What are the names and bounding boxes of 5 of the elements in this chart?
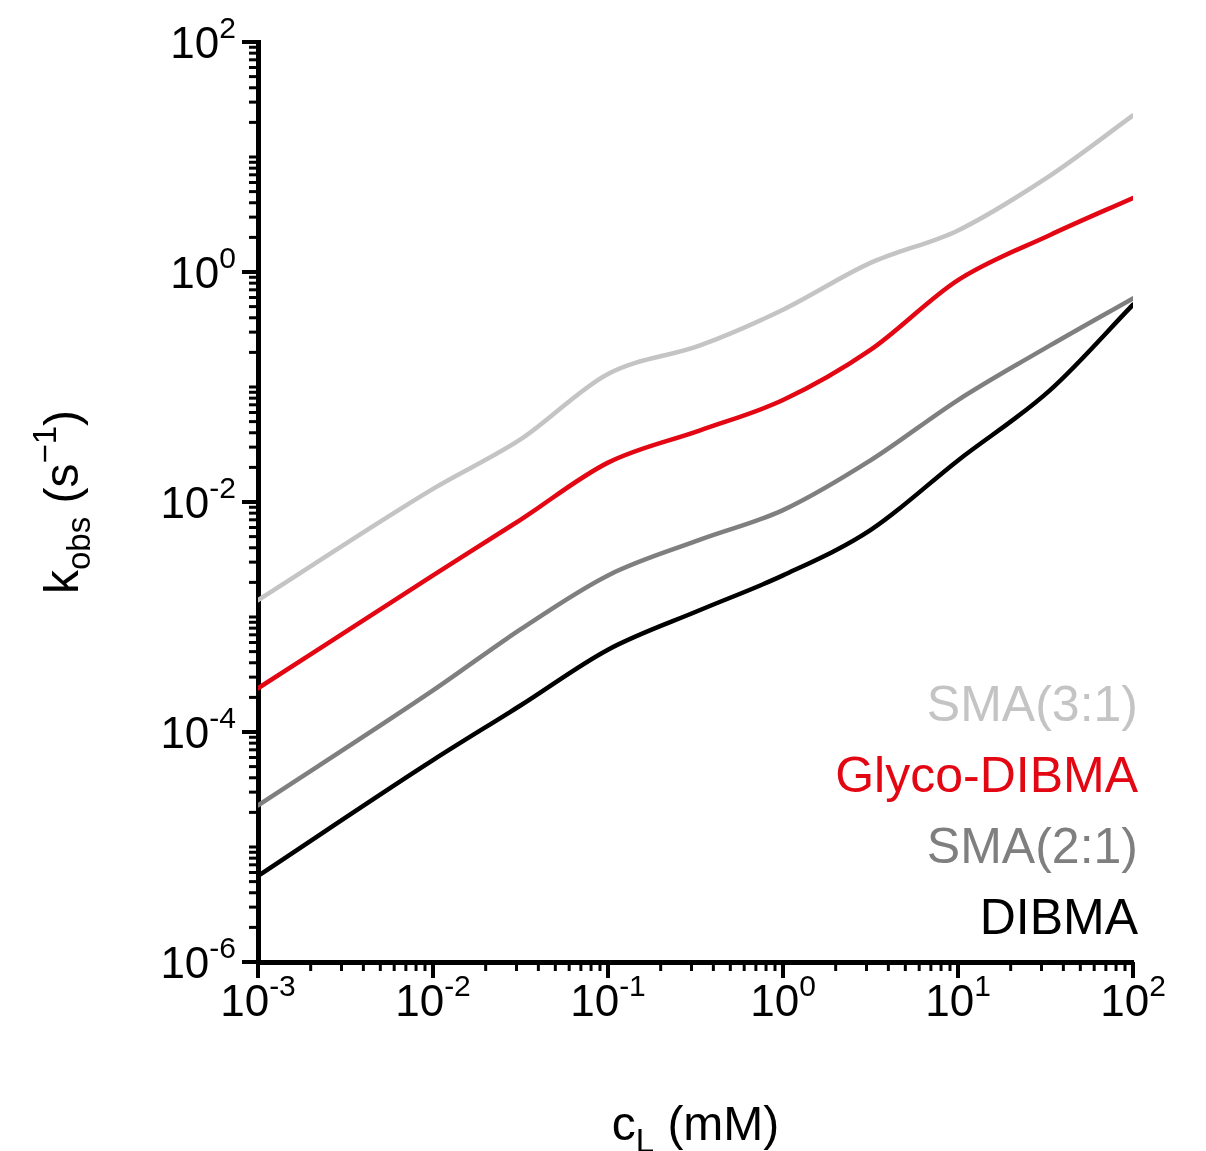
text: Glyco-DIBMA xyxy=(835,747,1139,803)
text: SMA(2:1) xyxy=(926,818,1139,874)
text: DIBMA xyxy=(979,889,1139,945)
text: SMA(3:1) xyxy=(926,676,1139,732)
y-axis-title: kobs (s−1) xyxy=(26,409,97,595)
